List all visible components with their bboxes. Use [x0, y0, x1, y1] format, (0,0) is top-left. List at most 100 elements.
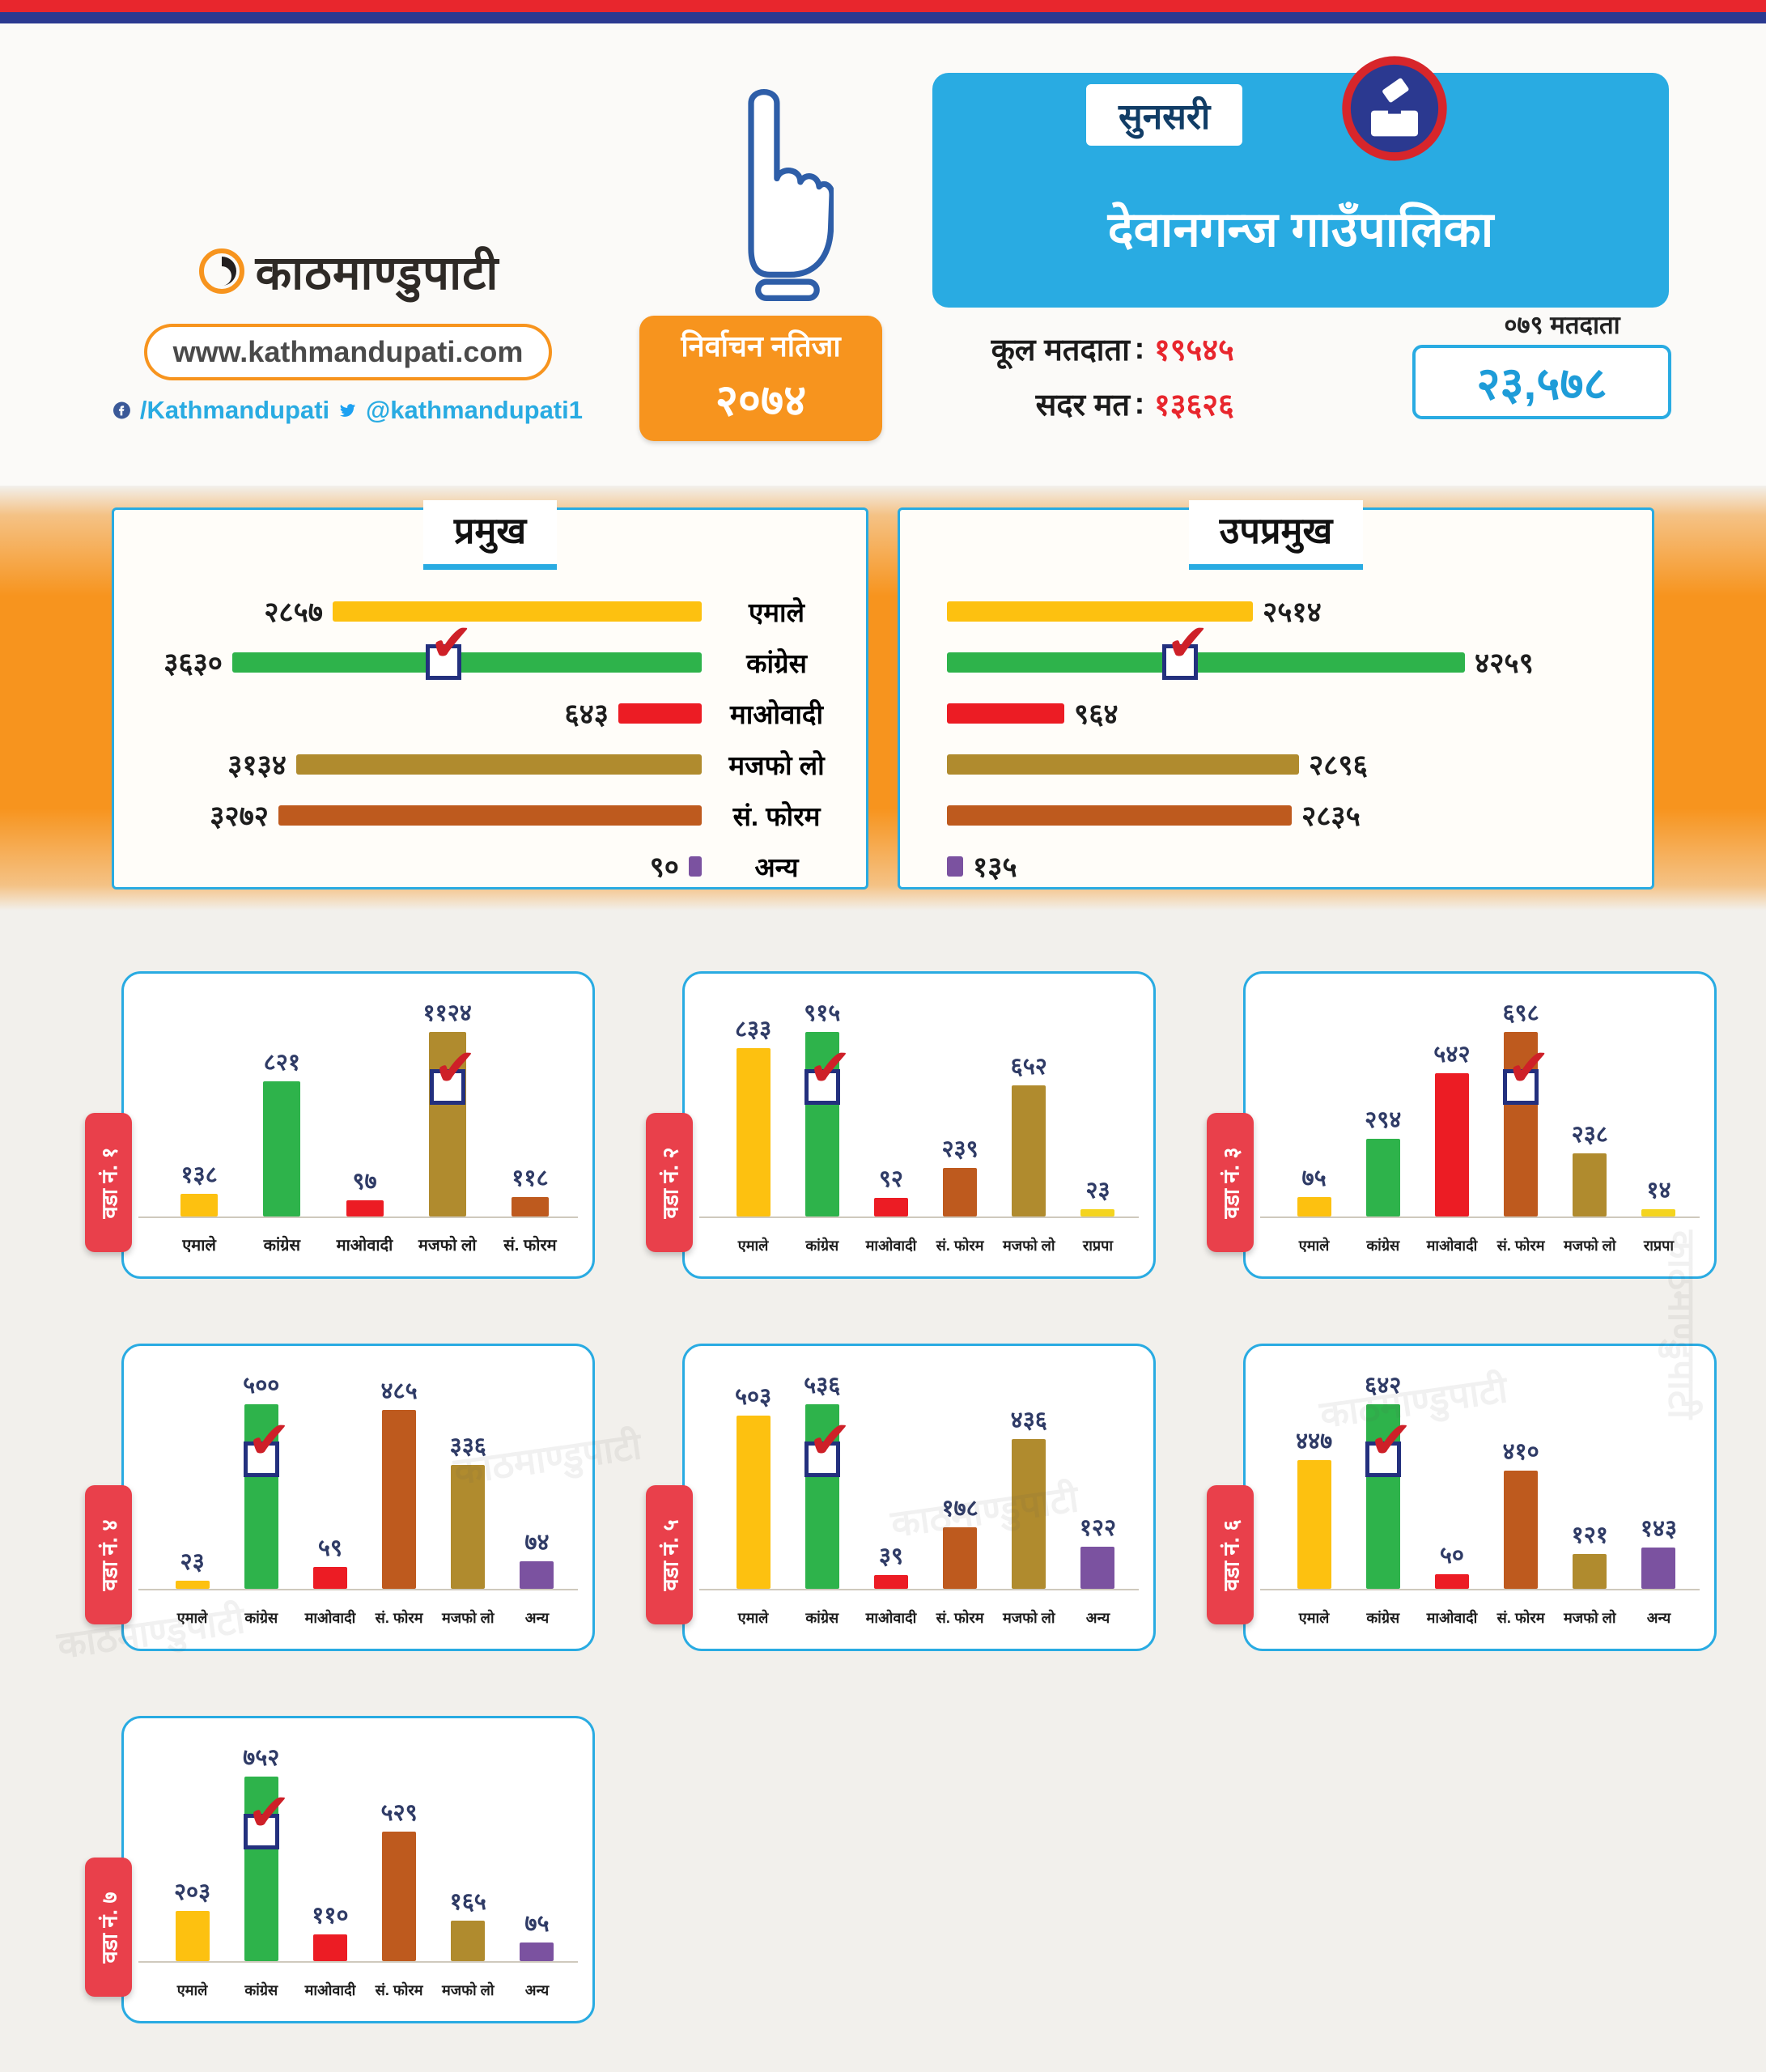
party-label: मजफो लो	[1003, 1238, 1055, 1254]
check-box	[429, 1069, 465, 1105]
pramukh-row: ३१३४ मजफो लो	[129, 739, 851, 790]
ward-3-chart-card: वडा नं. ३ ७५ २९४ ५४२ ६९८ ✔ २३८ १४ एमाले कांग्रेस म…	[1207, 971, 1717, 1279]
total-voters-value: १९५४५	[1154, 333, 1234, 367]
vote-count: ४८५	[380, 1378, 418, 1404]
bar-column-कांग्रेस: २९४	[1348, 1103, 1417, 1216]
x-axis-labels: एमाले कांग्रेस माओवादी सं. फोरम मजफो लो राप्र…	[719, 1236, 1132, 1255]
party-label: सं. फोरम	[375, 1610, 423, 1626]
voters-079-label: ०७९ मतदाता	[1504, 311, 1620, 339]
pramukh-row: २८५७ एमाले	[129, 586, 851, 637]
bar-अन्य	[947, 856, 963, 877]
ward-number-tab: वडा नं. ६	[1207, 1485, 1254, 1624]
colon: :	[1134, 331, 1145, 366]
ballot-emblem-icon	[1342, 56, 1447, 161]
vote-count: ५००	[243, 1373, 280, 1399]
check-box	[1162, 644, 1198, 680]
bar-column-मजफो लो: २३८	[1556, 1118, 1624, 1216]
bar-मजफो लो	[1573, 1554, 1607, 1589]
bar-सं. फोरम: ✔	[1503, 1032, 1551, 1216]
bar-एमाले	[736, 1416, 771, 1589]
vote-count: ८३३	[734, 1017, 772, 1042]
vote-count: २९४	[1365, 1107, 1402, 1133]
vote-count: २३	[180, 1549, 205, 1575]
vote-count: ४४७	[1295, 1429, 1333, 1454]
x-axis-labels: एमाले कांग्रेस माओवादी सं. फोरम मजफो लो अन्य	[158, 1981, 571, 2000]
pramukh-panel: प्रमुख २८५७ एमाले ३६३० ✔ कांग्रेस ६४३ माओवादी ३…	[112, 499, 868, 890]
bar-column-सं. फोरम: २३९	[926, 1132, 995, 1216]
bar-कांग्रेस: ✔	[243, 1404, 291, 1589]
upapramukh-bar-area: २८९६	[915, 745, 1637, 783]
bar-column-सं. फोरम: ११८	[489, 1161, 571, 1216]
ward-plot-area: ७५ २९४ ५४२ ६९८ ✔ २३८ १४	[1280, 1000, 1693, 1216]
check-mark: ✔	[808, 1411, 852, 1469]
party-label: मजफो लो	[442, 1982, 495, 1998]
bar-column-सं. फोरम: ४८५	[365, 1374, 434, 1589]
bar-माओवादी	[873, 1198, 908, 1216]
party-label: माओवादी	[304, 1610, 356, 1626]
ward-plot-area: १३८ ८२१ ९७ ११२४ ✔ ११८	[158, 1000, 571, 1216]
bar-कांग्रेस: ✔	[232, 617, 702, 680]
party-label: कांग्रेस	[805, 1238, 839, 1254]
facebook-handle[interactable]: /Kathmandupati	[139, 396, 330, 424]
bar-एमाले	[175, 1581, 210, 1589]
bar-एमाले	[947, 601, 1253, 622]
bar-राप्रपा	[1080, 1209, 1115, 1216]
party-label: कांग्रेस	[805, 1610, 839, 1626]
vote-count: ५४२	[1433, 1042, 1471, 1068]
total-voters-line: कूल मतदाता : १९५४५	[939, 328, 1287, 370]
party-label: अन्य	[1646, 1610, 1671, 1626]
bar-मजफो लो	[947, 754, 1299, 775]
vote-count: २३८	[1571, 1122, 1608, 1148]
party-label: अन्य	[524, 1610, 550, 1626]
kathmandupati-logo-icon	[198, 248, 244, 294]
party-label: कांग्रेस	[746, 648, 807, 678]
pramukh-bar-area: ३२७२	[129, 796, 702, 834]
party-label: एमाले	[176, 1610, 208, 1626]
party-label: माओवादी	[1426, 1610, 1478, 1626]
upapramukh-row: २५१४	[915, 586, 1637, 637]
municipality-title: देवानगन्ज गाउँपालिका	[1107, 202, 1494, 257]
bar-अन्य	[689, 856, 702, 877]
bar-मजफो लो	[296, 754, 702, 775]
pramukh-row: ६४३ माओवादी	[129, 688, 851, 739]
vote-count: ३२७२	[210, 800, 269, 832]
party-label: एमाले	[749, 597, 804, 627]
badge-year: २०७४	[715, 376, 807, 425]
facebook-icon[interactable]	[113, 395, 130, 426]
ward-plot-area: २०३ ७५२ ✔ ११० ५२९ १६५ ७५	[158, 1745, 571, 1961]
party-label: कांग्रेस	[1366, 1610, 1400, 1626]
bar-column-एमाले: ४४७	[1280, 1424, 1348, 1589]
bar-कांग्रेस: ✔	[243, 1777, 291, 1961]
upapramukh-bar-area: ✔ ४२५९	[915, 617, 1637, 681]
website-link[interactable]: www.kathmandupati.com	[143, 324, 553, 380]
vote-count: ५३६	[804, 1373, 841, 1399]
vote-count: १४	[1646, 1178, 1671, 1204]
bar-राप्रपा	[1641, 1209, 1676, 1216]
twitter-handle[interactable]: @kathmandupati1	[366, 396, 583, 424]
bar-एमाले	[1297, 1197, 1331, 1216]
axis-baseline	[699, 1216, 1139, 1218]
party-label: कांग्रेस	[244, 1610, 278, 1626]
upapramukh-bar-area: १३५	[915, 847, 1637, 885]
bar-column-राप्रपा: १४	[1624, 1174, 1693, 1216]
winner-check-icon: ✔	[804, 1042, 851, 1105]
vote-count: १४३	[1640, 1516, 1678, 1542]
party-label: कांग्रेस	[244, 1982, 278, 1998]
vote-count: १३८	[180, 1162, 218, 1188]
ward-number-label: वडा नं. २	[658, 1147, 683, 1218]
x-axis-labels: एमाले कांग्रेस माओवादी मजफो लो सं. फोरम	[158, 1233, 571, 1255]
bar-column-अन्य: ७४	[503, 1526, 571, 1589]
ward-6-chart-card: वडा नं. ६ ४४७ ६४२ ✔ ५० ४१० १२१ १४३ एमाले कांग्रेस…	[1207, 1344, 1717, 1651]
party-label: सं. फोरम	[936, 1238, 984, 1254]
party-label: एमाले	[737, 1610, 769, 1626]
brand-logo: काठमाण्डुपाटी	[113, 239, 583, 303]
twitter-icon[interactable]	[339, 395, 356, 426]
axis-baseline	[138, 1216, 578, 1218]
party-label: एमाले	[737, 1238, 769, 1254]
bar-column-सं. फोरम: १७८	[926, 1492, 995, 1589]
bar-column-माओवादी: ९२	[856, 1162, 925, 1216]
bar-column-एमाले: २०३	[158, 1875, 227, 1961]
vote-count: ९१५	[804, 1000, 841, 1026]
top-stripe-navy	[0, 12, 1766, 23]
ward-number-label: वडा नं. ३	[1219, 1147, 1244, 1218]
